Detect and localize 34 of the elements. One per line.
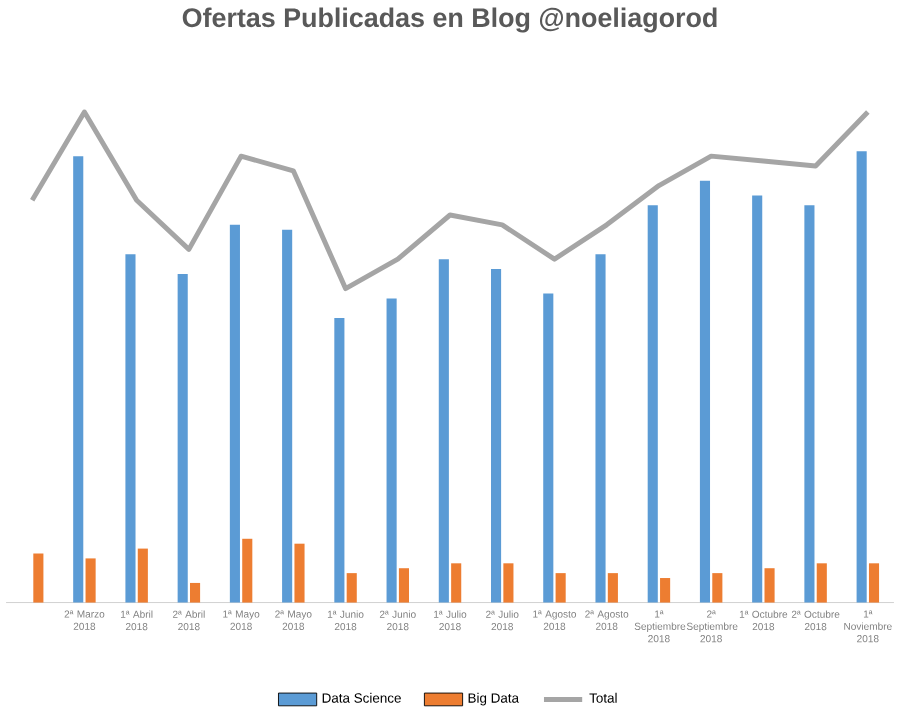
bar [699,180,711,603]
bar [764,567,775,603]
bar [595,253,606,603]
bar [712,572,723,603]
bar [607,572,618,603]
bar [660,577,671,603]
bar [752,194,763,603]
bar [282,229,293,603]
bar [386,297,397,603]
bar [491,268,502,603]
chart-title: Ofertas Publicadas en Blog @noeliagorod [182,7,717,33]
bar [190,582,201,603]
bar [73,155,84,603]
bar [229,224,240,603]
bar [647,204,658,603]
bar [125,253,136,603]
bar [398,567,410,603]
bar [33,553,44,603]
bar [85,557,96,603]
bar [334,317,345,603]
bar [555,572,566,603]
bar [804,204,815,603]
bar [868,562,880,603]
bar [137,548,148,603]
bar [451,562,462,603]
bar [816,562,827,603]
bar [294,543,305,603]
bar [438,258,449,603]
bar [856,150,867,603]
bar [346,572,357,603]
bar [177,273,188,603]
bar [543,293,554,603]
bar [242,538,253,603]
bar [503,562,514,603]
